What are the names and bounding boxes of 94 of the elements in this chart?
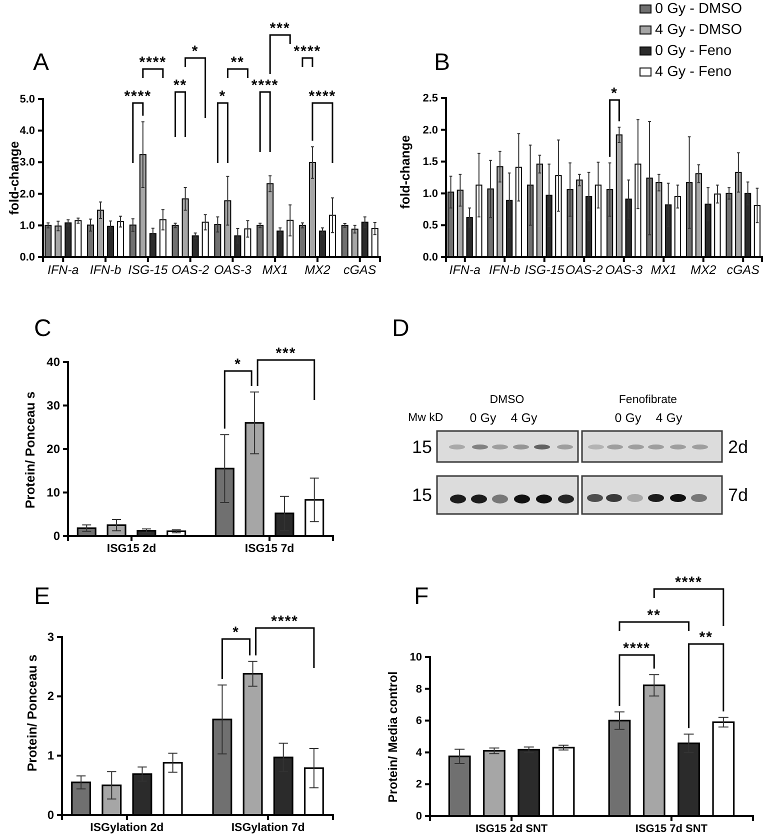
x-tick-label: IFN-b [489,262,520,277]
y-axis-title: Protein/ Ponceau s [22,391,38,509]
y-tick-label: 0 [47,808,54,822]
text: 15 [412,485,432,505]
text: 0 Gy [470,411,497,425]
x-tick-label: ISGylation 7d [231,822,305,834]
text: D [392,315,410,342]
text: **** [294,43,322,60]
x-tick-label: MX1 [650,262,676,277]
text: Mw kD [408,412,444,424]
y-axis-title: fold-change [6,141,22,215]
x-tick-label: MX1 [262,262,288,277]
y-tick-label: 8 [416,683,422,696]
chart-title: B [434,49,450,76]
legend-label: 4 Gy - DMSO [655,22,742,38]
text: * [192,43,199,60]
annotation: * [611,85,618,102]
text: ** [699,629,713,646]
legend-label: 0 Gy - DMSO [655,1,742,17]
annotation: **** [623,640,650,657]
x-tick-label: ISG-15 [128,262,168,277]
y-axis-title: Protein/ Media control [386,671,400,803]
y-tick-label: 20 [46,442,60,456]
text: **** [675,574,702,591]
x-tick-label: cGAS [344,262,377,277]
text: 15 [412,437,432,457]
annotation: * [234,356,242,373]
x-tick-label: ISG15 7d SNT [635,822,708,835]
text: 0 Gy [614,411,642,425]
x-tick-label: MX2 [304,262,330,277]
y-tick-label: 3.0 [20,156,35,169]
text: *** [270,20,290,37]
legend-label: 0 Gy - Feno [655,43,732,59]
y-tick-label: 0 [53,528,60,543]
y-tick-label: 1.0 [20,220,35,232]
y-tick-label: 30 [46,398,60,412]
annotation: *** [276,345,296,362]
chart-title: E [34,583,50,610]
text: ** [647,607,661,624]
annotation: * [232,624,240,641]
y-tick-label: 1 [47,748,54,763]
x-tick-label: IFN-a [48,262,79,277]
y-tick-label: 0 [416,810,422,823]
text: 7d [728,485,748,505]
y-tick-label: 4 [416,746,423,759]
text: 2d [728,437,748,457]
y-tick-label: 2.5 [422,92,438,105]
chart-title: F [414,583,429,610]
x-tick-label: ISG15 2d [106,543,156,556]
x-tick-label: ISG15 2d SNT [475,822,548,835]
x-tick-label: cGAS [726,262,760,277]
x-tick-label: IFN-b [90,262,122,277]
annotation: **** [308,88,336,105]
x-tick-label: OAS-3 [214,262,252,277]
y-tick-label: 5.0 [20,94,35,106]
text: **** [251,77,279,94]
y-tick-label: 4.0 [20,125,35,138]
y-tick-label: 1.0 [422,188,438,200]
annotation: **** [124,88,152,105]
y-tick-label: 10 [46,485,60,500]
y-tick-label: 3 [47,630,54,644]
x-tick-label: OAS-3 [605,262,643,277]
text: 4 Gy [510,411,538,425]
x-tick-label: ISGylation 2d [90,822,164,834]
x-tick-label: IFN-a [449,262,481,277]
y-tick-label: 40 [46,354,60,369]
y-axis-title: fold-change [398,135,412,209]
y-tick-label: 10 [410,652,422,664]
y-tick-label: 0.0 [422,252,438,264]
legend-label: 4 Gy - Feno [655,64,732,80]
y-tick-label: 1.5 [422,156,438,168]
y-tick-label: 6 [416,715,422,728]
y-tick-label: 0.5 [422,220,438,232]
x-tick-label: ISG15 7d [244,543,294,556]
text: ** [230,54,245,71]
y-tick-label: 2.0 [20,188,35,200]
annotation: * [219,88,226,105]
text: ** [173,77,188,94]
text: Fenofibrate [618,394,678,406]
text: 4 Gy [656,411,683,425]
x-tick-label: OAS-2 [565,262,603,277]
chart-title: A [33,49,50,76]
text: **** [271,613,299,630]
y-tick-label: 0.0 [20,252,35,264]
text: **** [139,54,167,71]
x-tick-label: ISG-15 [524,262,564,277]
x-tick-label: OAS-2 [172,262,210,277]
y-tick-label: 2 [47,689,54,704]
text: DMSO [490,394,524,406]
y-tick-label: 2.0 [422,124,438,136]
y-axis-title: Protein/ Ponceau s [24,654,40,772]
chart-title: C [34,315,52,342]
x-tick-label: MX2 [690,262,716,277]
y-tick-label: 2 [416,778,422,791]
